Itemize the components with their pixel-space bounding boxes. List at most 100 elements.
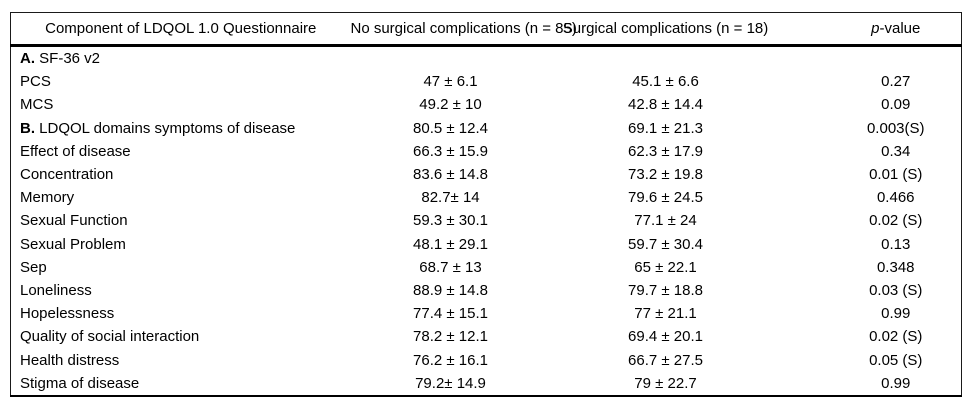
row-label: Sexual Function bbox=[11, 209, 351, 232]
header-no-complications: No surgical complications (n = 85) bbox=[350, 12, 577, 47]
value-p: 0.09 bbox=[881, 96, 911, 114]
value-no-complications: 83.6 ± 14.8 bbox=[413, 166, 488, 184]
row-label: Sep bbox=[11, 256, 351, 279]
value-p: 0.348 bbox=[876, 258, 915, 276]
p-value-italic-p: p bbox=[871, 20, 880, 37]
row-label-text: Effect of disease bbox=[20, 142, 131, 160]
header-row: Component of LDQOL 1.0 Questionnaire No … bbox=[10, 12, 962, 47]
row-label: Loneliness bbox=[11, 279, 351, 302]
value-complications: 77 ± 21.1 bbox=[634, 305, 697, 323]
row-label-text: Sexual Problem bbox=[20, 235, 126, 253]
value-complications: 79 ± 22.7 bbox=[634, 374, 697, 392]
value-complications: 73.2 ± 19.8 bbox=[628, 166, 703, 184]
ldqol-comparison-table-container: Component of LDQOL 1.0 Questionnaire No … bbox=[10, 12, 962, 397]
value-complications: 79.6 ± 24.5 bbox=[628, 189, 703, 207]
value-p: 0.02 (S) bbox=[869, 212, 923, 230]
table-row-health-distress: Health distress 76.2 ± 16.1 66.7 ± 27.5 … bbox=[11, 348, 962, 371]
row-label-text: Sexual Function bbox=[20, 212, 128, 230]
row-label: Hopelessness bbox=[11, 302, 351, 325]
section-prefix: A. bbox=[20, 50, 35, 68]
value-complications: 62.3 ± 17.9 bbox=[628, 142, 703, 160]
value-p: 0.02 (S) bbox=[869, 328, 923, 346]
value-no-complications: 77.4 ± 15.1 bbox=[413, 305, 488, 323]
row-label-text: Stigma of disease bbox=[20, 374, 140, 392]
value-p: 0.466 bbox=[876, 189, 915, 207]
table-row-sexual-function: Sexual Function 59.3 ± 30.1 77.1 ± 24 0.… bbox=[11, 209, 962, 232]
value-no-complications: 66.3 ± 15.9 bbox=[413, 142, 488, 160]
value-p: 0.13 bbox=[881, 235, 911, 253]
table-row-section-b: B. LDQOL domains symptoms of disease 80.… bbox=[11, 117, 962, 140]
value-no-complications: 47 ± 6.1 bbox=[423, 73, 478, 91]
header-component: Component of LDQOL 1.0 Questionnaire bbox=[10, 12, 351, 47]
table-row-sep: Sep 68.7 ± 13 65 ± 22.1 0.348 bbox=[11, 256, 962, 279]
header-complications: Surgical complications (n = 18) bbox=[550, 12, 781, 47]
row-label: Memory bbox=[11, 186, 351, 209]
table-row-hopelessness: Hopelessness 77.4 ± 15.1 77 ± 21.1 0.99 bbox=[11, 302, 962, 325]
row-label-text: Concentration bbox=[20, 166, 114, 184]
value-complications: 45.1 ± 6.6 bbox=[632, 73, 699, 91]
table-row-section-a: A. SF-36 v2 bbox=[11, 46, 962, 71]
row-label-text: Sep bbox=[20, 258, 47, 276]
value-no-complications bbox=[351, 46, 551, 71]
value-complications bbox=[551, 46, 781, 71]
row-label-text: PCS bbox=[20, 73, 51, 91]
row-label: Sexual Problem bbox=[11, 233, 351, 256]
value-complications: 59.7 ± 30.4 bbox=[628, 235, 703, 253]
row-label: B. LDQOL domains symptoms of disease bbox=[11, 117, 351, 140]
table-row-sexual-problem: Sexual Problem 48.1 ± 29.1 59.7 ± 30.4 0… bbox=[11, 233, 962, 256]
table-body: A. SF-36 v2 PCS 47 ± 6.1 45.1 ± 6.6 0.27… bbox=[11, 46, 962, 396]
row-label-text: Health distress bbox=[20, 351, 120, 369]
row-label-text: Memory bbox=[20, 189, 75, 207]
value-no-complications: 88.9 ± 14.8 bbox=[413, 281, 488, 299]
value-complications: 65 ± 22.1 bbox=[634, 258, 697, 276]
value-p: 0.27 bbox=[881, 73, 911, 91]
row-label-text: Hopelessness bbox=[20, 305, 115, 323]
value-no-complications: 59.3 ± 30.1 bbox=[413, 212, 488, 230]
value-no-complications: 82.7± 14 bbox=[421, 189, 480, 207]
table-row-memory: Memory 82.7± 14 79.6 ± 24.5 0.466 bbox=[11, 186, 962, 209]
table-row-effect-of-disease: Effect of disease 66.3 ± 15.9 62.3 ± 17.… bbox=[11, 140, 962, 163]
section-prefix: B. bbox=[20, 119, 35, 137]
value-no-complications: 48.1 ± 29.1 bbox=[413, 235, 488, 253]
row-label: MCS bbox=[11, 93, 351, 116]
row-label: Effect of disease bbox=[11, 140, 351, 163]
row-label-text: Quality of social interaction bbox=[20, 328, 200, 346]
value-p: 0.01 (S) bbox=[869, 166, 923, 184]
value-p: 0.99 bbox=[881, 305, 911, 323]
value-complications: 66.7 ± 27.5 bbox=[628, 351, 703, 369]
table-row-mcs: MCS 49.2 ± 10 42.8 ± 14.4 0.09 bbox=[11, 93, 962, 116]
row-label: Health distress bbox=[11, 348, 351, 371]
value-p: 0.34 bbox=[881, 142, 911, 160]
value-no-complications: 79.2± 14.9 bbox=[415, 374, 486, 392]
value-p: 0.003(S) bbox=[866, 119, 925, 137]
row-label-text: Loneliness bbox=[20, 281, 92, 299]
value-complications: 69.4 ± 20.1 bbox=[628, 328, 703, 346]
value-complications: 42.8 ± 14.4 bbox=[628, 96, 703, 114]
value-no-complications: 78.2 ± 12.1 bbox=[413, 328, 488, 346]
table-row-stigma-of-disease: Stigma of disease 79.2± 14.9 79 ± 22.7 0… bbox=[11, 372, 962, 396]
table-row-concentration: Concentration 83.6 ± 14.8 73.2 ± 19.8 0.… bbox=[11, 163, 962, 186]
value-p: 0.03 (S) bbox=[869, 281, 923, 299]
value-no-complications: 76.2 ± 16.1 bbox=[413, 351, 488, 369]
value-complications: 69.1 ± 21.3 bbox=[628, 119, 703, 137]
table-row-quality-of-social-interaction: Quality of social interaction 78.2 ± 12.… bbox=[11, 325, 962, 348]
value-no-complications: 68.7 ± 13 bbox=[419, 258, 482, 276]
row-label-text: MCS bbox=[20, 96, 54, 114]
table-row-loneliness: Loneliness 88.9 ± 14.8 79.7 ± 18.8 0.03 … bbox=[11, 279, 962, 302]
row-label: PCS bbox=[11, 70, 351, 93]
row-label: Concentration bbox=[11, 163, 351, 186]
value-complications: 77.1 ± 24 bbox=[634, 212, 697, 230]
value-p: 0.05 (S) bbox=[869, 351, 923, 369]
row-label: A. SF-36 v2 bbox=[11, 46, 351, 71]
table-row-pcs: PCS 47 ± 6.1 45.1 ± 6.6 0.27 bbox=[11, 70, 962, 93]
value-p bbox=[781, 46, 962, 71]
value-p: 0.99 bbox=[881, 374, 911, 392]
row-label-text: SF-36 v2 bbox=[35, 50, 101, 68]
ldqol-comparison-table: Component of LDQOL 1.0 Questionnaire No … bbox=[10, 12, 962, 397]
p-value-rest: -value bbox=[879, 20, 921, 37]
row-label: Stigma of disease bbox=[11, 372, 351, 396]
value-complications: 79.7 ± 18.8 bbox=[628, 281, 703, 299]
value-no-complications: 49.2 ± 10 bbox=[419, 96, 482, 114]
table-header: Component of LDQOL 1.0 Questionnaire No … bbox=[10, 12, 962, 47]
row-label: Quality of social interaction bbox=[11, 325, 351, 348]
